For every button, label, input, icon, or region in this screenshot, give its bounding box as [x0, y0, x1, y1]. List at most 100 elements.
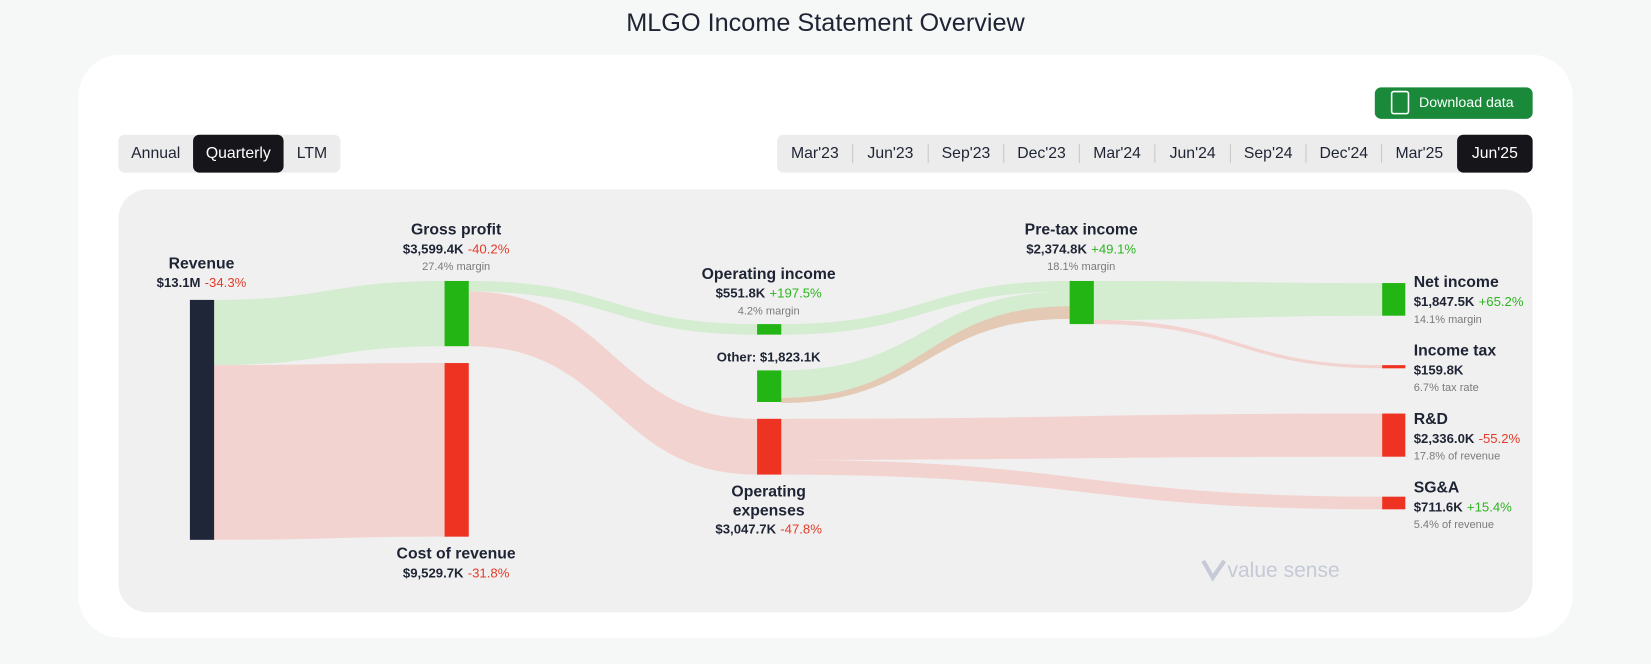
period-tab[interactable]: LTM: [297, 145, 327, 162]
date-tab[interactable]: Mar'24: [1078, 144, 1141, 164]
node-change: +65.2%: [1479, 295, 1524, 310]
node-value: $2,336.0K: [1414, 431, 1475, 446]
node-value: $711.6K: [1414, 500, 1463, 515]
page-title: MLGO Income Statement Overview: [626, 9, 1025, 37]
node-label: SG&A: [1414, 479, 1460, 496]
node-value-line: $3,047.7K -47.8%: [715, 522, 822, 537]
node: R&D $2,336.0K -55.2% 17.8% of revenue: [1382, 411, 1521, 463]
node-value-line: $2,336.0K -55.2%: [1414, 431, 1521, 446]
node-value: $159.8K: [1414, 363, 1464, 378]
node-bar: [1382, 283, 1406, 316]
flow: [1093, 319, 1383, 369]
node-value-line: $1,847.5K +65.2%: [1414, 295, 1524, 310]
tab-label: Dec'23: [1017, 145, 1066, 162]
node-bar: [757, 418, 782, 475]
node-label: Pre-tax income: [1025, 222, 1138, 239]
node-bar: [1069, 280, 1094, 325]
node-bar: [1382, 496, 1406, 510]
watermark: value sense: [1227, 559, 1339, 582]
node-value: $3,599.4K: [403, 242, 464, 257]
node-value: $2,374.8K: [1026, 242, 1087, 257]
node-change: -34.3%: [205, 276, 247, 291]
flow: [214, 363, 445, 540]
node-label: Revenue: [169, 255, 235, 272]
node-note: 17.8% of revenue: [1414, 451, 1500, 463]
tab-label: Mar'23: [791, 145, 839, 162]
date-tab[interactable]: Sep'24: [1229, 144, 1293, 164]
period-tab[interactable]: Quarterly: [193, 134, 284, 173]
node-label: Net income: [1414, 274, 1499, 291]
node-value-line: $9,529.7K -31.8%: [403, 566, 510, 581]
flow: [781, 280, 1070, 335]
flow: [1093, 280, 1383, 320]
tab-label: Quarterly: [206, 145, 271, 162]
node-bar: [1382, 365, 1406, 369]
date-tab[interactable]: Dec'24: [1305, 144, 1368, 164]
node-change: -47.8%: [780, 522, 822, 537]
button-bg: [1374, 87, 1533, 119]
node: Operating expenses $3,047.7K -47.8%: [715, 418, 822, 537]
node-bar: [444, 363, 469, 537]
node-note: 4.2% margin: [738, 305, 800, 317]
tab-label: Sep'23: [942, 145, 991, 162]
node: Pre-tax income $2,374.8K +49.1% 18.1% margi…: [1025, 222, 1138, 325]
tab-label: Jun'25: [1472, 145, 1518, 162]
file-icon: [1390, 90, 1410, 115]
node-change: +197.5%: [769, 286, 822, 301]
node: Revenue $13.1M -34.3%: [157, 255, 247, 540]
node-change: +15.4%: [1467, 500, 1512, 515]
node-change: -55.2%: [1479, 431, 1521, 446]
tab-label: Jun'24: [1170, 145, 1216, 162]
node-value-line: $159.8K: [1414, 363, 1464, 378]
tab-label: Mar'24: [1093, 145, 1141, 162]
node: Other: $1,823.1K: [717, 349, 821, 402]
node: Income tax $159.8K 6.7% tax rate: [1382, 343, 1497, 394]
node-note: 6.7% tax rate: [1414, 382, 1479, 394]
flow: [468, 291, 758, 475]
node-value: $3,047.7K: [715, 522, 776, 537]
node-label: Income tax: [1414, 343, 1497, 360]
node-value-line: $2,374.8K +49.1%: [1026, 242, 1136, 257]
node-change: +49.1%: [1091, 242, 1136, 257]
node-bar: [757, 324, 782, 335]
download-button[interactable]: Download data: [1374, 87, 1533, 119]
tab-label: LTM: [297, 145, 327, 162]
node-label: Other: $1,823.1K: [717, 349, 821, 364]
node-label: expenses: [733, 503, 805, 520]
date-tab[interactable]: Mar'25: [1381, 144, 1444, 164]
node-value: $9,529.7K: [403, 566, 464, 581]
date-tab[interactable]: Dec'23: [1003, 144, 1066, 164]
date-tab[interactable]: Sep'23: [927, 144, 991, 164]
node-note: 27.4% margin: [422, 261, 490, 273]
node-value-line: $711.6K +15.4%: [1414, 500, 1512, 515]
tab-active-bg: [193, 134, 284, 173]
node-label: Cost of revenue: [397, 546, 516, 563]
tab-label: Dec'24: [1319, 145, 1368, 162]
node: SG&A $711.6K +15.4% 5.4% of revenue: [1382, 479, 1512, 531]
date-tab[interactable]: Jun'24: [1154, 144, 1216, 164]
tab-label: Jun'23: [867, 145, 913, 162]
node-label: Operating: [731, 484, 805, 501]
node-bar: [1382, 413, 1406, 457]
node-change: -40.2%: [468, 242, 510, 257]
flow: [781, 459, 1383, 510]
date-tab[interactable]: Mar'23: [791, 145, 839, 162]
node-note: 14.1% margin: [1414, 314, 1482, 326]
node: Net income $1,847.5K +65.2% 14.1% margin: [1382, 274, 1524, 326]
node-note: 5.4% of revenue: [1414, 519, 1494, 531]
flow: [468, 280, 758, 335]
node-value: $13.1M: [157, 276, 201, 291]
date-tab[interactable]: Jun'25: [1457, 134, 1533, 173]
flow: [214, 280, 445, 366]
node-bar: [189, 299, 215, 540]
node-value-line: $13.1M -34.3%: [157, 276, 247, 291]
period-tab[interactable]: Annual: [131, 145, 180, 162]
node-value-line: $3,599.4K -40.2%: [403, 242, 510, 257]
node-value: $1,847.5K: [1414, 295, 1475, 310]
date-tab[interactable]: Jun'23: [852, 144, 914, 164]
node-value-line: $551.8K +197.5%: [716, 286, 822, 301]
button-label: Download data: [1419, 95, 1514, 111]
tab-label: Mar'25: [1395, 145, 1443, 162]
